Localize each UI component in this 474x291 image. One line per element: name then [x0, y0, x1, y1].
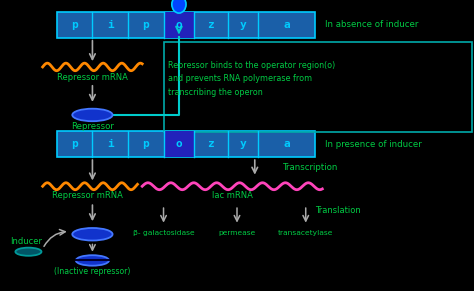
Text: i: i: [107, 139, 114, 149]
Ellipse shape: [15, 248, 41, 256]
Text: p: p: [142, 139, 149, 149]
Text: a: a: [283, 20, 290, 30]
Bar: [164, 131, 194, 157]
Ellipse shape: [172, 0, 186, 13]
Text: o: o: [175, 20, 182, 30]
Text: In absence of inducer: In absence of inducer: [325, 20, 418, 29]
Bar: [57, 131, 315, 157]
Bar: [57, 12, 315, 38]
Text: In presence of inducer: In presence of inducer: [325, 140, 421, 148]
Text: a: a: [283, 139, 290, 149]
Text: y: y: [239, 139, 246, 149]
Text: (Inactive repressor): (Inactive repressor): [54, 267, 131, 276]
Ellipse shape: [72, 228, 113, 240]
Text: permease: permease: [219, 230, 255, 236]
Text: p: p: [142, 20, 149, 30]
Text: i: i: [107, 20, 114, 30]
Ellipse shape: [76, 255, 109, 266]
Text: Repressor: Repressor: [71, 122, 114, 130]
Text: lac mRNA: lac mRNA: [212, 191, 253, 200]
Text: transacetylase: transacetylase: [278, 230, 333, 236]
Text: p: p: [71, 139, 78, 149]
Text: Inducer: Inducer: [10, 237, 42, 246]
Text: z: z: [208, 139, 214, 149]
Ellipse shape: [72, 109, 113, 121]
Text: p: p: [71, 20, 78, 30]
Text: o: o: [175, 139, 182, 149]
Text: Repressor mRNA: Repressor mRNA: [52, 191, 123, 200]
Text: Translation: Translation: [315, 207, 361, 215]
Text: z: z: [208, 20, 214, 30]
Text: β- galactosidase: β- galactosidase: [133, 230, 194, 236]
Text: y: y: [239, 20, 246, 30]
Bar: [164, 12, 194, 38]
Text: Repressor mRNA: Repressor mRNA: [57, 73, 128, 81]
Text: Repressor binds to the operator region(o)
and prevents RNA polymerase from
trans: Repressor binds to the operator region(o…: [168, 61, 336, 97]
Text: Transcription: Transcription: [283, 163, 338, 172]
